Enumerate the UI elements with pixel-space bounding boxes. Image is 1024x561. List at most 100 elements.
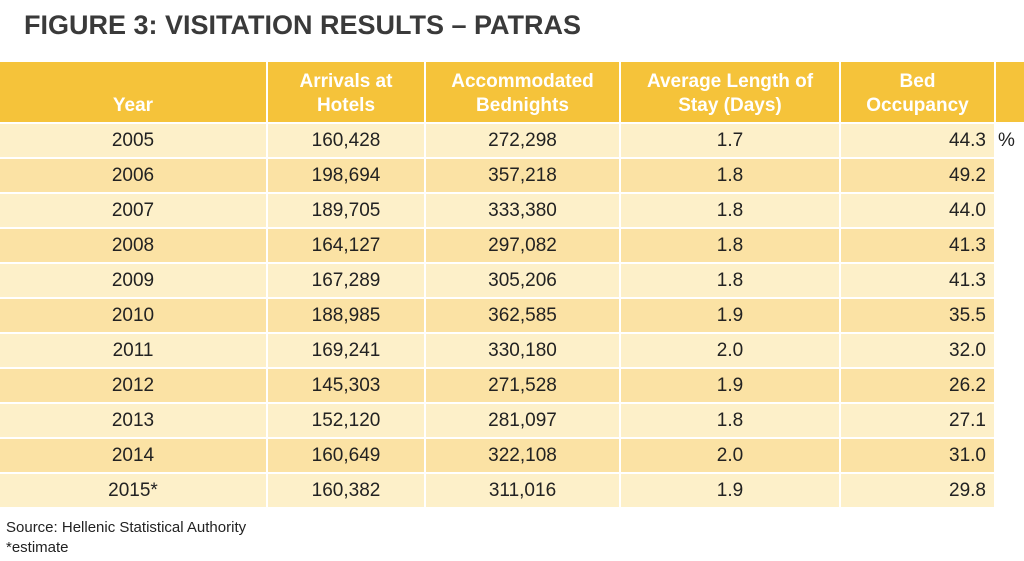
header-unit-spacer xyxy=(995,62,1024,124)
occupancy-unit-spacer xyxy=(995,368,1024,404)
visitation-table-container: Year Arrivals at Hotels Accommodated Bed… xyxy=(0,62,1024,509)
occupancy-unit-spacer xyxy=(995,298,1024,334)
bednights-cell: 362,585 xyxy=(425,298,621,334)
arrivals-cell: 167,289 xyxy=(267,263,426,299)
bednights-cell: 311,016 xyxy=(425,473,621,509)
arrivals-cell: 145,303 xyxy=(267,368,426,404)
year-cell: 2005 xyxy=(0,123,268,159)
arrivals-cell: 160,382 xyxy=(267,473,426,509)
header-average-stay: Average Length of Stay (Days) xyxy=(620,62,841,124)
occupancy-unit-spacer xyxy=(995,438,1024,474)
table-row: 2013 152,120 281,097 1.8 27.1 xyxy=(0,403,1024,439)
header-arrivals-line-1: Arrivals at xyxy=(299,71,393,92)
visitation-table: Year Arrivals at Hotels Accommodated Bed… xyxy=(0,62,1024,509)
header-year-line-1: Year xyxy=(112,95,154,116)
year-cell: 2014 xyxy=(0,438,268,474)
year-cell: 2012 xyxy=(0,368,268,404)
occupancy-cell: 41.3 xyxy=(840,228,996,264)
table-body: 2005 160,428 272,298 1.7 44.3% 2006 198,694 357… xyxy=(0,123,1024,509)
bednights-cell: 272,298 xyxy=(425,123,621,159)
year-cell: 2011 xyxy=(0,333,268,369)
page-title: FIGURE 3: VISITATION RESULTS – PATRAS xyxy=(24,10,582,40)
avg-stay-cell: 1.9 xyxy=(620,473,841,509)
year-cell: 2008 xyxy=(0,228,268,264)
table-header-row: Year Arrivals at Hotels Accommodated Bed… xyxy=(0,62,1024,124)
occupancy-cell: 44.0 xyxy=(840,193,996,229)
arrivals-cell: 198,694 xyxy=(267,158,426,194)
header-arrivals: Arrivals at Hotels xyxy=(267,62,426,124)
arrivals-cell: 189,705 xyxy=(267,193,426,229)
year-cell: 2007 xyxy=(0,193,268,229)
bednights-cell: 330,180 xyxy=(425,333,621,369)
source-note: Source: Hellenic Statistical Authority xyxy=(6,519,247,536)
table-row: 2007 189,705 333,380 1.8 44.0 xyxy=(0,193,1024,229)
occupancy-unit-spacer xyxy=(995,158,1024,194)
avg-stay-cell: 1.8 xyxy=(620,158,841,194)
avg-stay-cell: 2.0 xyxy=(620,333,841,369)
occupancy-unit-spacer xyxy=(995,193,1024,229)
avg-stay-cell: 1.7 xyxy=(620,123,841,159)
avg-stay-cell: 1.8 xyxy=(620,263,841,299)
table-row: 2014 160,649 322,108 2.0 31.0 xyxy=(0,438,1024,474)
header-occupancy: Bed Occupancy xyxy=(840,62,996,124)
occupancy-cell: 44.3 xyxy=(840,123,996,159)
occupancy-unit-spacer xyxy=(995,473,1024,509)
occupancy-unit-spacer xyxy=(995,263,1024,299)
header-bednights-line-2: Bednights xyxy=(476,95,569,116)
occupancy-cell: 26.2 xyxy=(840,368,996,404)
header-year: Year xyxy=(0,62,268,124)
table-row: 2005 160,428 272,298 1.7 44.3% xyxy=(0,123,1024,159)
bednights-cell: 357,218 xyxy=(425,158,621,194)
occupancy-cell: 41.3 xyxy=(840,263,996,299)
bednights-cell: 322,108 xyxy=(425,438,621,474)
header-bednights: Accommodated Bednights xyxy=(425,62,621,124)
occupancy-unit-spacer xyxy=(995,333,1024,369)
table-row: 2012 145,303 271,528 1.9 26.2 xyxy=(0,368,1024,404)
header-arrivals-line-2: Hotels xyxy=(316,95,376,116)
table-footer: Source: Hellenic Statistical Authority *… xyxy=(6,518,246,558)
table-row: 2006 198,694 357,218 1.8 49.2 xyxy=(0,158,1024,194)
bednights-cell: 333,380 xyxy=(425,193,621,229)
table-row: 2009 167,289 305,206 1.8 41.3 xyxy=(0,263,1024,299)
occupancy-cell: 49.2 xyxy=(840,158,996,194)
occupancy-cell: 31.0 xyxy=(840,438,996,474)
bednights-cell: 281,097 xyxy=(425,403,621,439)
arrivals-cell: 188,985 xyxy=(267,298,426,334)
arrivals-cell: 152,120 xyxy=(267,403,426,439)
year-cell: 2009 xyxy=(0,263,268,299)
occupancy-cell: 35.5 xyxy=(840,298,996,334)
avg-stay-cell: 1.8 xyxy=(620,228,841,264)
arrivals-cell: 160,428 xyxy=(267,123,426,159)
occupancy-cell: 29.8 xyxy=(840,473,996,509)
header-occupancy-line-2: Occupancy xyxy=(866,95,969,116)
avg-stay-cell: 2.0 xyxy=(620,438,841,474)
header-average-stay-line-1: Average Length of xyxy=(646,71,814,92)
arrivals-cell: 164,127 xyxy=(267,228,426,264)
occupancy-unit-spacer xyxy=(995,403,1024,439)
table-row: 2011 169,241 330,180 2.0 32.0 xyxy=(0,333,1024,369)
avg-stay-cell: 1.8 xyxy=(620,403,841,439)
year-cell: 2006 xyxy=(0,158,268,194)
avg-stay-cell: 1.8 xyxy=(620,193,841,229)
table-row: 2008 164,127 297,082 1.8 41.3 xyxy=(0,228,1024,264)
avg-stay-cell: 1.9 xyxy=(620,298,841,334)
year-cell: 2015* xyxy=(0,473,268,509)
avg-stay-cell: 1.9 xyxy=(620,368,841,404)
arrivals-cell: 169,241 xyxy=(267,333,426,369)
occupancy-cell: 27.1 xyxy=(840,403,996,439)
bednights-cell: 305,206 xyxy=(425,263,621,299)
occupancy-cell: 32.0 xyxy=(840,333,996,369)
arrivals-cell: 160,649 xyxy=(267,438,426,474)
occupancy-unit-label: % xyxy=(995,123,1024,159)
header-occupancy-line-1: Bed xyxy=(899,71,936,92)
table-row: 2015* 160,382 311,016 1.9 29.8 xyxy=(0,473,1024,509)
year-cell: 2013 xyxy=(0,403,268,439)
header-average-stay-line-2: Stay (Days) xyxy=(678,95,782,116)
estimate-note: *estimate xyxy=(6,539,69,556)
table-row: 2010 188,985 362,585 1.9 35.5 xyxy=(0,298,1024,334)
bednights-cell: 297,082 xyxy=(425,228,621,264)
bednights-cell: 271,528 xyxy=(425,368,621,404)
year-cell: 2010 xyxy=(0,298,268,334)
occupancy-unit-spacer xyxy=(995,228,1024,264)
header-bednights-line-1: Accommodated xyxy=(451,71,594,92)
